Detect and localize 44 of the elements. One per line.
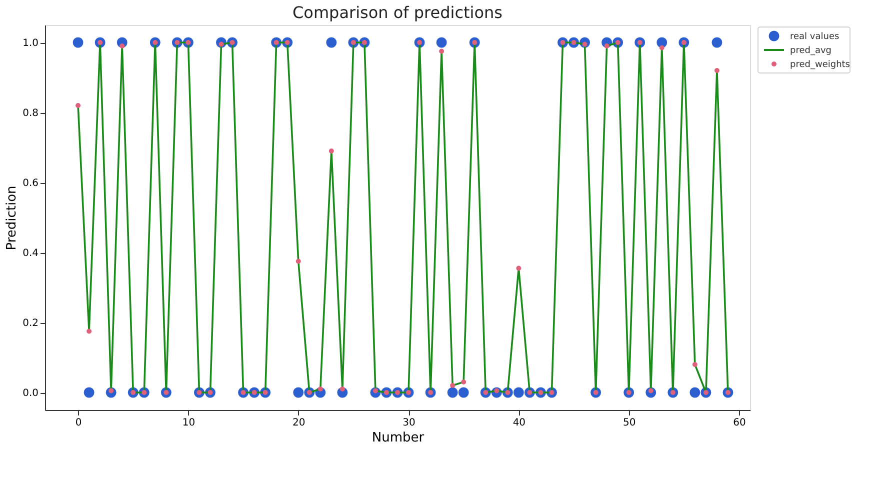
point [84, 387, 94, 398]
point [690, 387, 700, 398]
point [513, 387, 524, 398]
point [318, 386, 323, 392]
y-tick-label: 0.6 [22, 178, 38, 189]
point [120, 44, 125, 48]
point [436, 37, 447, 48]
legend-label: real values [790, 32, 840, 42]
x-tick-label: 0 [75, 418, 82, 428]
x-tick-label: 60 [733, 418, 746, 428]
x-axis-title: Number [372, 430, 425, 446]
point [659, 45, 664, 50]
point [450, 383, 456, 388]
point [76, 103, 81, 108]
point [447, 387, 458, 398]
point [293, 387, 304, 398]
point [326, 37, 337, 48]
point [439, 48, 444, 54]
y-tick-label: 0.0 [22, 388, 38, 399]
y-tick-label: 0.8 [22, 108, 38, 119]
x-tick-label: 40 [512, 418, 526, 428]
point [296, 258, 301, 264]
x-tick-label: 10 [182, 418, 196, 428]
point [714, 68, 720, 73]
chart-title: Comparison of predictions [292, 3, 502, 22]
point [461, 380, 466, 384]
x-tick-label: 30 [402, 418, 416, 428]
point [516, 266, 522, 271]
legend-label: pred_avg [790, 46, 832, 56]
y-tick-label: 1.0 [22, 38, 38, 49]
point [604, 44, 610, 48]
point [340, 386, 345, 392]
point [86, 328, 92, 334]
y-tick-label: 0.2 [22, 318, 38, 329]
point [692, 362, 698, 367]
point [712, 37, 722, 48]
legend-label: pred_weights [790, 60, 850, 70]
point [328, 148, 334, 154]
point [72, 37, 84, 48]
y-axis-title: Prediction [4, 186, 20, 250]
point [458, 387, 469, 398]
x-tick-label: 50 [622, 418, 636, 428]
y-tick-label: 0.4 [22, 248, 38, 259]
x-tick-label: 20 [292, 418, 306, 428]
